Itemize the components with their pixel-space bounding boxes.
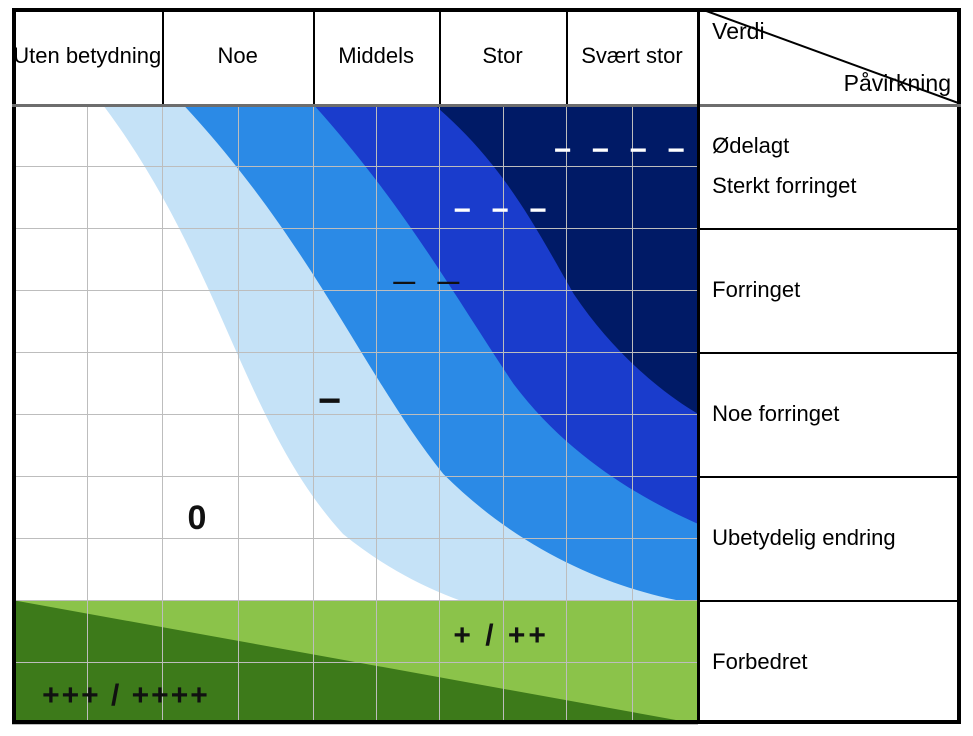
grid-h-2-half <box>12 414 698 415</box>
symbol-zero: 0 <box>188 499 207 538</box>
symbol-minus3: − − − <box>453 194 552 228</box>
row-label-0-bottom: Sterkt forringet <box>712 173 856 199</box>
symbol-minus1: − <box>318 379 341 424</box>
symbol-plus: + / ++ <box>453 619 549 653</box>
grid-h-3-half <box>12 538 698 539</box>
row-label-3: Ubetydelig endring <box>698 476 973 600</box>
grid-h-1 <box>12 228 698 229</box>
symbol-minus2: — — <box>393 269 467 295</box>
col-header-3: Stor <box>439 8 565 104</box>
row-label-4: Forbedret <box>698 600 973 724</box>
row-label-2: Noe forringet <box>698 352 973 476</box>
col-header-4: Svært stor <box>566 8 698 104</box>
corner-label-top: Verdi <box>712 18 764 45</box>
row-label-0: Ødelagt Sterkt forringet <box>698 104 973 228</box>
col-header-0: Uten betydning <box>12 8 162 104</box>
grid-h-5 <box>12 724 698 725</box>
row-label-0-top: Ødelagt <box>712 133 789 159</box>
col-header-1: Noe <box>162 8 312 104</box>
corner-label-bottom: Påvirkning <box>844 70 951 97</box>
row-label-1: Forringet <box>698 228 973 352</box>
grid-h-1-half <box>12 290 698 291</box>
col-header-2: Middels <box>313 8 439 104</box>
symbol-minus4: − − − − <box>554 134 691 168</box>
grid-h-3 <box>12 476 698 477</box>
grid-h-2 <box>12 352 698 353</box>
grid-h-4 <box>12 600 698 601</box>
symbol-plus-big: +++ / ++++ <box>42 679 210 713</box>
grid-h-4-half <box>12 662 698 663</box>
